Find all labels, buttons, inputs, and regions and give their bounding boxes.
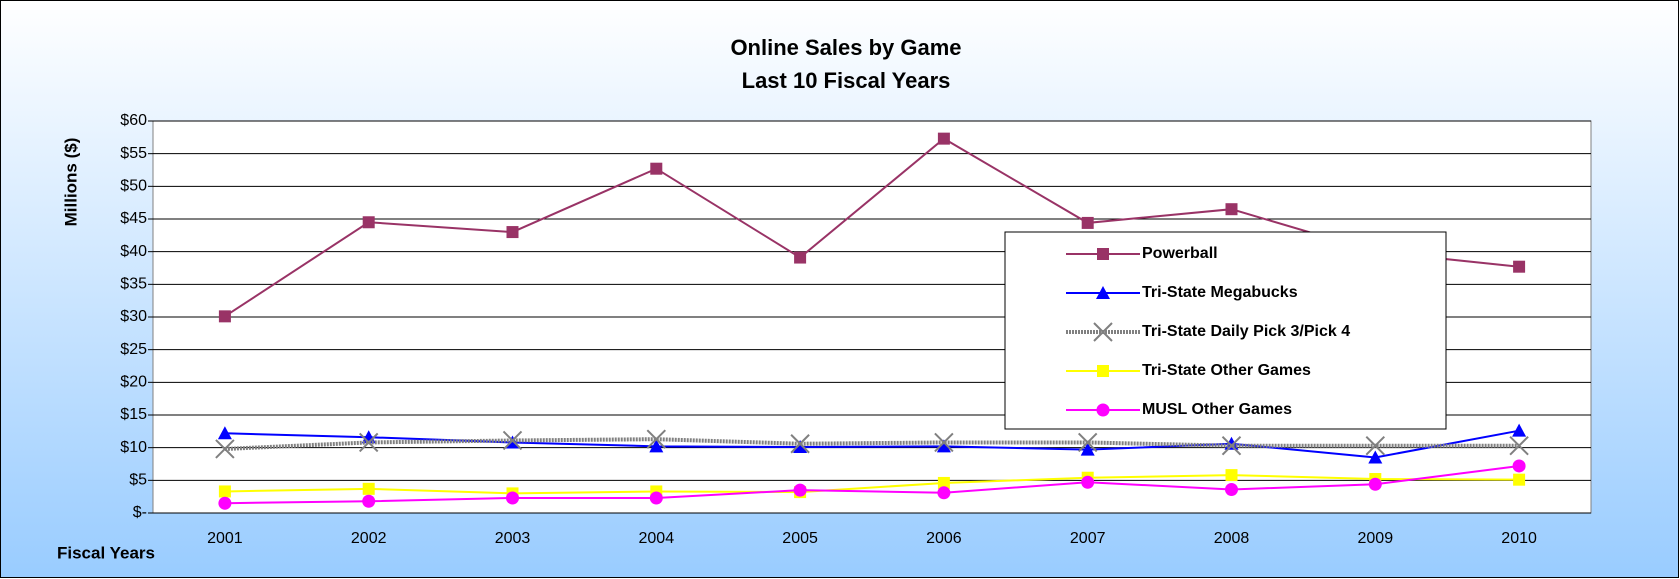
y-axis-title: Millions ($): [61, 138, 80, 227]
legend-marker: [1093, 322, 1113, 342]
legend-marker: [1096, 286, 1110, 299]
data-point: [1221, 435, 1242, 456]
data-point: [649, 491, 663, 505]
legend-marker: [1097, 365, 1109, 377]
legend-label: Tri-State Daily Pick 3/Pick 4: [1142, 323, 1350, 340]
data-point: [1368, 477, 1382, 491]
y-tick-label: $60: [120, 112, 147, 129]
legend-box: [1004, 231, 1447, 430]
legend-marker: [1097, 248, 1109, 260]
x-tick-label: 2001: [207, 530, 243, 547]
data-point: [646, 429, 667, 449]
y-tick-label: $20: [120, 374, 147, 391]
data-point: [937, 486, 951, 500]
data-point: [1512, 423, 1527, 437]
data-point: [1225, 482, 1238, 496]
series-line: [224, 474, 1520, 495]
chart-title: Online Sales by Game: [730, 35, 961, 60]
series-line: [224, 437, 1520, 451]
data-point: [1081, 216, 1094, 229]
x-tick-label: 2004: [639, 530, 675, 547]
series-layer: [215, 132, 1529, 510]
y-tick-label: $30: [120, 308, 147, 325]
data-point: [1081, 475, 1095, 489]
data-point: [649, 439, 664, 453]
x-tick-label: 2002: [351, 530, 387, 547]
x-tick-label: 2009: [1358, 530, 1394, 547]
data-point: [1513, 260, 1526, 273]
y-tick-label: $45: [120, 210, 147, 227]
data-point: [1513, 473, 1526, 486]
data-point: [362, 216, 375, 229]
legend-label: Tri-State Megabucks: [1142, 284, 1298, 301]
legend: Powerball Tri-State Megabucks Tri-State Da…: [1004, 231, 1447, 430]
data-point: [218, 485, 231, 498]
data-point: [362, 494, 376, 508]
data-point: [793, 440, 808, 454]
data-point: [1225, 203, 1238, 216]
data-point: [218, 310, 231, 323]
data-point: [218, 496, 232, 510]
y-tick-label: $25: [120, 341, 147, 358]
y-tick-label: $40: [120, 243, 147, 260]
data-point: [937, 132, 950, 145]
data-point: [936, 439, 951, 453]
data-point: [358, 432, 379, 453]
data-point: [362, 482, 375, 495]
data-point: [793, 483, 807, 497]
legend-label: Powerball: [1142, 245, 1218, 262]
legend-label: MUSL Other Games: [1142, 401, 1292, 418]
data-point: [1509, 435, 1529, 456]
x-tick-label: 2010: [1501, 530, 1537, 547]
data-point: [215, 439, 235, 459]
data-point: [506, 226, 519, 239]
data-point: [1365, 435, 1386, 456]
legend-marker: [1096, 403, 1110, 417]
data-point: [1512, 459, 1526, 473]
data-point: [217, 426, 232, 440]
y-tick-label: $10: [120, 439, 147, 456]
data-point: [1080, 442, 1095, 456]
series-line: [224, 429, 1520, 459]
y-tick-label: $15: [120, 406, 147, 423]
data-point: [1225, 469, 1238, 482]
data-point: [1368, 450, 1383, 464]
y-tick-label: $55: [120, 145, 147, 162]
data-point: [934, 432, 954, 453]
chart-subtitle: Last 10 Fiscal Years: [742, 68, 951, 93]
x-tick-label: 2003: [495, 530, 531, 547]
series-line: [224, 137, 1520, 318]
data-point: [1077, 432, 1098, 453]
data-point: [937, 476, 950, 489]
x-axis-title: Fiscal Years: [57, 543, 155, 562]
x-tick-label: 2006: [926, 530, 962, 547]
data-point: [790, 434, 810, 454]
data-point: [650, 162, 663, 175]
y-tick-label: $-: [133, 504, 147, 521]
x-tick-label: 2007: [1070, 530, 1106, 547]
y-tick-label: $5: [129, 472, 147, 489]
x-tick-label: 2008: [1214, 530, 1250, 547]
x-tick-label: 2005: [782, 530, 818, 547]
y-tick-label: $35: [120, 276, 147, 293]
series-line: [224, 464, 1520, 505]
legend-label: Tri-State Other Games: [1142, 362, 1311, 379]
y-tick-label: $50: [120, 178, 147, 195]
data-point: [506, 491, 519, 505]
data-point: [794, 251, 807, 264]
data-point: [502, 430, 523, 451]
